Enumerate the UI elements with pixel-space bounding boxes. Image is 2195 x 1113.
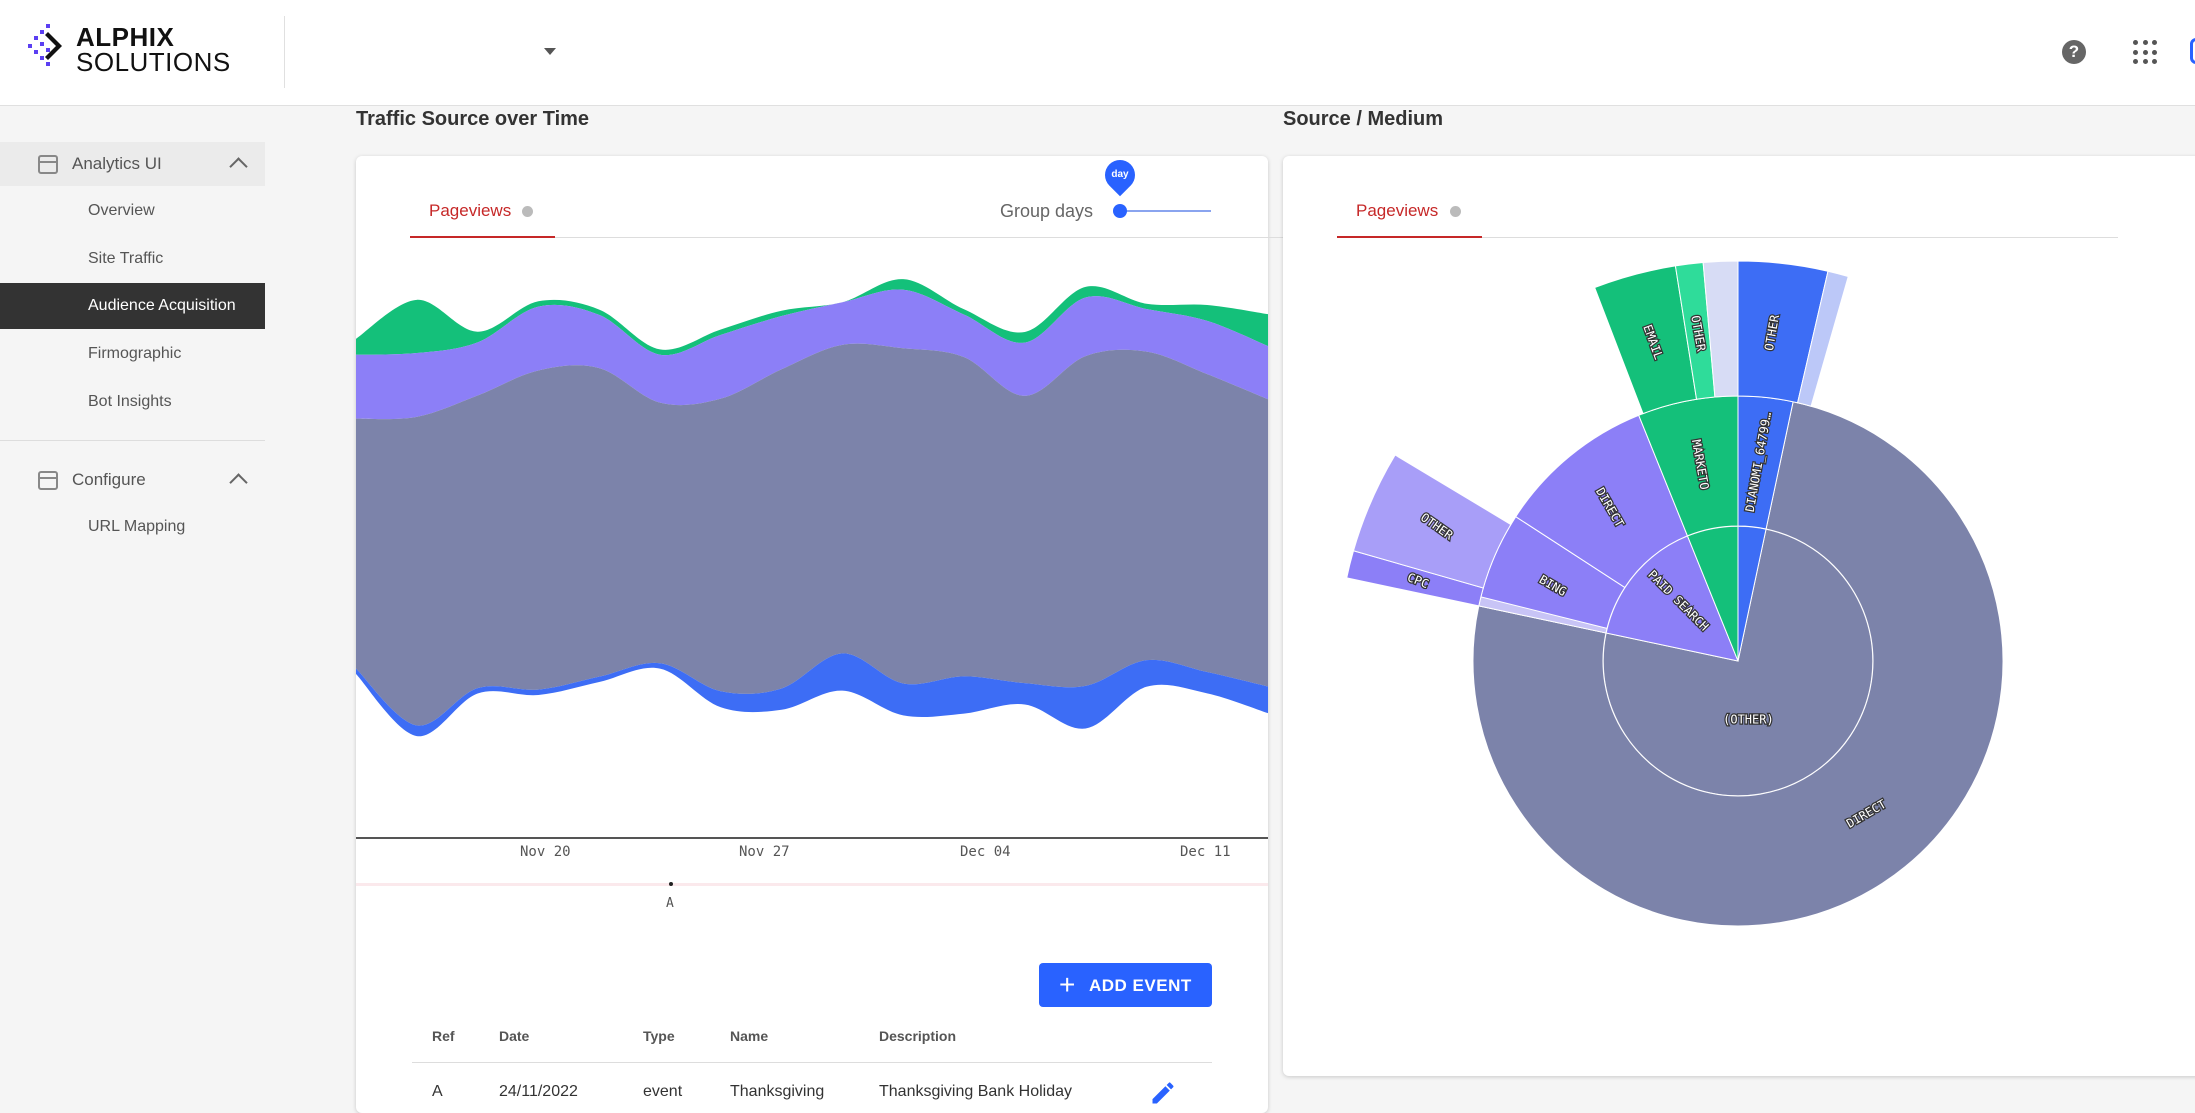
calendar-icon (38, 155, 58, 174)
event-marker-label: A (666, 896, 674, 911)
calendar-icon (38, 471, 58, 490)
nav-group-configure[interactable]: Configure (0, 458, 265, 502)
table-cell-description: Thanksgiving Bank Holiday (879, 1083, 1072, 1100)
tab-divider (555, 237, 1333, 238)
user-avatar[interactable] (2190, 38, 2195, 64)
table-header-date[interactable]: Date (499, 1028, 530, 1044)
brand-logo[interactable]: ALPHIX SOLUTIONS (26, 22, 246, 82)
traffic-card: Pageviews Group days day Nov 20 Nov 27 D… (356, 153, 1333, 1113)
add-event-button[interactable]: + ADD EVENT (1039, 963, 1212, 1007)
brand-line-2: SOLUTIONS (76, 47, 231, 77)
tab-pageviews[interactable]: Pageviews (1356, 201, 1439, 220)
tab-divider (1482, 237, 2118, 238)
sidebar-item-url-mapping[interactable]: URL Mapping (0, 504, 265, 550)
source-section-title: Source / Medium (1283, 108, 1444, 130)
sidebar-item-label: Audience Acquisition (88, 297, 236, 314)
brand-line-1: ALPHIX (76, 22, 175, 52)
plus-icon: + (1059, 969, 1076, 1000)
tab-pageviews[interactable]: Pageviews (429, 201, 512, 220)
table-cell-ref: A (432, 1083, 443, 1100)
traffic-streamgraph (356, 279, 1268, 737)
nav-group-label: Analytics UI (72, 154, 162, 173)
source-medium-card: Pageviews (OTHER) DIRECT PAID SEARCH BING DI… (1283, 156, 2195, 1076)
chevron-up-icon[interactable] (229, 157, 248, 176)
table-header-description[interactable]: Description (879, 1028, 957, 1044)
table-header-ref[interactable]: Ref (432, 1028, 455, 1044)
x-tick: Dec 04 (960, 844, 1011, 860)
tab-active-indicator (1337, 236, 1482, 238)
table-header-divider (412, 1062, 1212, 1063)
table-cell-date: 24/11/2022 (499, 1083, 578, 1100)
x-axis-line (356, 837, 1268, 839)
logo-mark-icon (28, 24, 62, 66)
group-days-slider-thumb[interactable] (1113, 204, 1127, 218)
info-icon[interactable] (1450, 206, 1461, 217)
add-event-label: ADD EVENT (1089, 976, 1192, 995)
info-icon[interactable] (522, 206, 533, 217)
sunburst-slice-thin-3[interactable] (1797, 270, 1849, 407)
sidebar-item-firmographic[interactable]: Firmographic (0, 331, 265, 377)
sidebar: Analytics UI Overview Site Traffic Audie… (0, 106, 265, 1113)
stream-series-2[interactable] (356, 279, 1268, 356)
top-bar: ALPHIX SOLUTIONS ? (0, 0, 2195, 106)
sidebar-item-audience-acquisition[interactable]: Audience Acquisition (0, 283, 265, 329)
sidebar-item-site-traffic[interactable]: Site Traffic (0, 236, 265, 282)
sidebar-divider (0, 440, 265, 441)
table-header-name[interactable]: Name (730, 1028, 769, 1044)
sunburst-slice-direct[interactable] (1472, 401, 2004, 927)
account-selector[interactable] (330, 30, 570, 74)
group-days-slider-track[interactable] (1121, 210, 1211, 212)
nav-group-analytics-ui[interactable]: Analytics UI (0, 142, 265, 186)
stream-series-3[interactable] (356, 653, 1268, 737)
x-tick: Nov 27 (739, 844, 790, 860)
table-header-type[interactable]: Type (643, 1028, 675, 1044)
sidebar-item-label: URL Mapping (88, 518, 186, 535)
stream-series-1[interactable] (356, 289, 1268, 420)
event-track (356, 883, 1268, 886)
header-divider (284, 16, 285, 88)
x-tick: Dec 11 (1180, 844, 1231, 860)
tab-active-indicator (410, 236, 555, 238)
chevron-down-icon (544, 48, 556, 55)
sunburst-slice-other-purple[interactable] (1352, 454, 1512, 589)
nav-group-label: Configure (72, 470, 146, 489)
apps-grid-icon[interactable] (2133, 40, 2157, 64)
sidebar-item-label: Bot Insights (88, 393, 172, 410)
sidebar-item-label: Overview (88, 202, 155, 219)
sidebar-item-overview[interactable]: Overview (0, 188, 265, 234)
slider-value-text: day (1111, 169, 1129, 180)
sunburst-label-other: (OTHER) (1723, 713, 1774, 727)
help-icon[interactable]: ? (2062, 40, 2086, 64)
chevron-up-icon[interactable] (229, 473, 248, 492)
traffic-section-title: Traffic Source over Time (356, 108, 590, 130)
sidebar-item-label: Firmographic (88, 345, 182, 362)
table-cell-type: event (643, 1083, 683, 1100)
x-tick: Nov 20 (520, 844, 571, 860)
sidebar-item-label: Site Traffic (88, 250, 164, 267)
table-cell-name: Thanksgiving (730, 1083, 825, 1100)
group-days-label: Group days (1000, 201, 1094, 221)
sidebar-item-bot-insights[interactable]: Bot Insights (0, 379, 265, 425)
event-marker-dot[interactable] (669, 882, 673, 886)
stream-series-0[interactable] (356, 343, 1268, 726)
edit-pencil-icon[interactable] (1149, 1079, 1177, 1107)
